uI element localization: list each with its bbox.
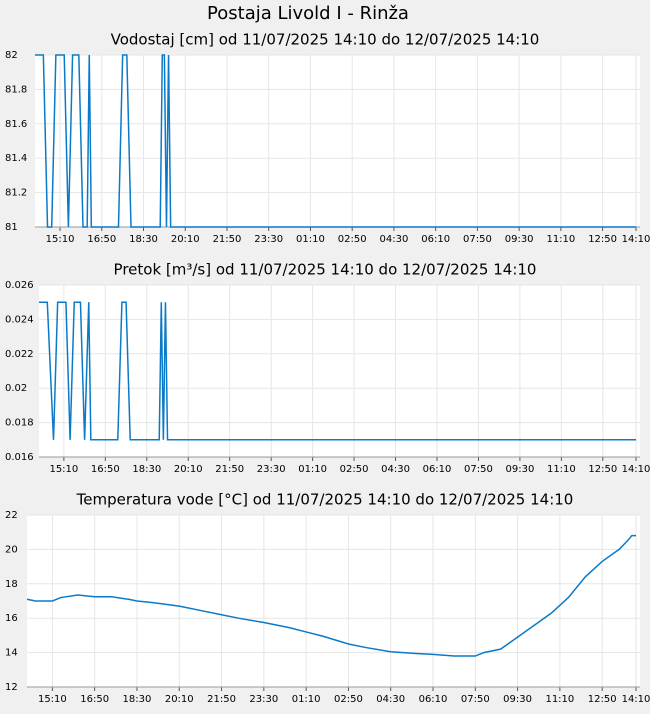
y-tick-label: 22: [5, 510, 18, 521]
x-tick-label: 21:50: [215, 464, 244, 475]
chart-title: Temperatura vode [°C] od 11/07/2025 14:1…: [76, 491, 574, 509]
y-tick-label: 0.018: [5, 418, 34, 429]
x-tick-label: 02:50: [340, 464, 369, 475]
y-tick-label: 82: [5, 50, 18, 61]
x-tick-label: 02:50: [338, 234, 367, 245]
x-tick-label: 04:30: [380, 234, 409, 245]
y-tick-label: 20: [5, 544, 18, 555]
x-tick-label: 21:50: [213, 234, 242, 245]
x-tick-label: 23:30: [254, 234, 283, 245]
y-tick-label: 12: [5, 682, 18, 693]
x-tick-label: 20:10: [165, 694, 194, 705]
y-tick-label: 0.02: [5, 383, 27, 394]
x-tick-label: 09:30: [503, 694, 532, 705]
x-tick-label: 14:10: [622, 694, 650, 705]
x-tick-label: 15:10: [46, 234, 75, 245]
x-tick-label: 16:50: [91, 464, 120, 475]
x-tick-label: 18:30: [123, 694, 152, 705]
y-tick-label: 18: [5, 579, 18, 590]
y-tick-label: 0.024: [5, 314, 34, 325]
x-tick-label: 21:50: [207, 694, 236, 705]
y-tick-label: 81: [5, 222, 18, 233]
x-tick-label: 06:10: [423, 464, 452, 475]
x-tick-label: 12:50: [588, 694, 617, 705]
plot-area: [27, 515, 640, 687]
y-tick-label: 16: [5, 613, 18, 624]
chart-title: Vodostaj [cm] od 11/07/2025 14:10 do 12/…: [111, 31, 540, 49]
x-tick-label: 14:10: [622, 464, 650, 475]
x-tick-label: 04:30: [376, 694, 405, 705]
x-tick-label: 02:50: [334, 694, 363, 705]
x-tick-label: 01:10: [292, 694, 321, 705]
plot-area: [39, 285, 640, 457]
x-tick-label: 12:50: [588, 464, 617, 475]
x-tick-label: 20:10: [171, 234, 200, 245]
x-tick-label: 18:30: [132, 464, 161, 475]
x-tick-label: 18:30: [129, 234, 158, 245]
y-tick-label: 0.022: [5, 349, 34, 360]
x-tick-label: 15:10: [38, 694, 67, 705]
y-tick-label: 14: [5, 648, 18, 659]
x-tick-label: 11:10: [545, 694, 574, 705]
series-line: [39, 301, 636, 441]
x-tick-label: 11:10: [547, 464, 576, 475]
x-tick-label: 09:30: [506, 464, 535, 475]
plot-area: [35, 55, 640, 227]
y-tick-label: 81.6: [5, 119, 27, 130]
y-tick-label: 0.016: [5, 452, 34, 463]
x-tick-label: 06:10: [419, 694, 448, 705]
y-tick-label: 81.2: [5, 188, 27, 199]
x-tick-label: 01:10: [298, 464, 327, 475]
y-tick-label: 81.8: [5, 84, 27, 95]
x-tick-label: 01:10: [296, 234, 325, 245]
x-tick-label: 09:30: [505, 234, 534, 245]
x-tick-label: 16:50: [80, 694, 109, 705]
series-line: [26, 534, 636, 657]
x-tick-label: 11:10: [546, 234, 575, 245]
x-tick-label: 07:50: [461, 694, 490, 705]
x-tick-label: 14:10: [622, 234, 650, 245]
series-line: [35, 54, 636, 228]
y-tick-label: 81.4: [5, 153, 27, 164]
x-tick-label: 23:30: [249, 694, 278, 705]
x-tick-label: 06:10: [421, 234, 450, 245]
x-tick-label: 20:10: [174, 464, 203, 475]
page-title: Postaja Livold I - Rinža: [207, 3, 409, 24]
y-tick-label: 0.026: [5, 280, 34, 291]
x-tick-label: 12:50: [588, 234, 617, 245]
chart-title: Pretok [m³/s] od 11/07/2025 14:10 do 12/…: [114, 261, 537, 279]
x-tick-label: 16:50: [87, 234, 116, 245]
x-tick-label: 15:10: [49, 464, 78, 475]
x-tick-label: 04:30: [381, 464, 410, 475]
x-tick-label: 23:30: [257, 464, 286, 475]
x-tick-label: 07:50: [464, 464, 493, 475]
x-tick-label: 07:50: [463, 234, 492, 245]
